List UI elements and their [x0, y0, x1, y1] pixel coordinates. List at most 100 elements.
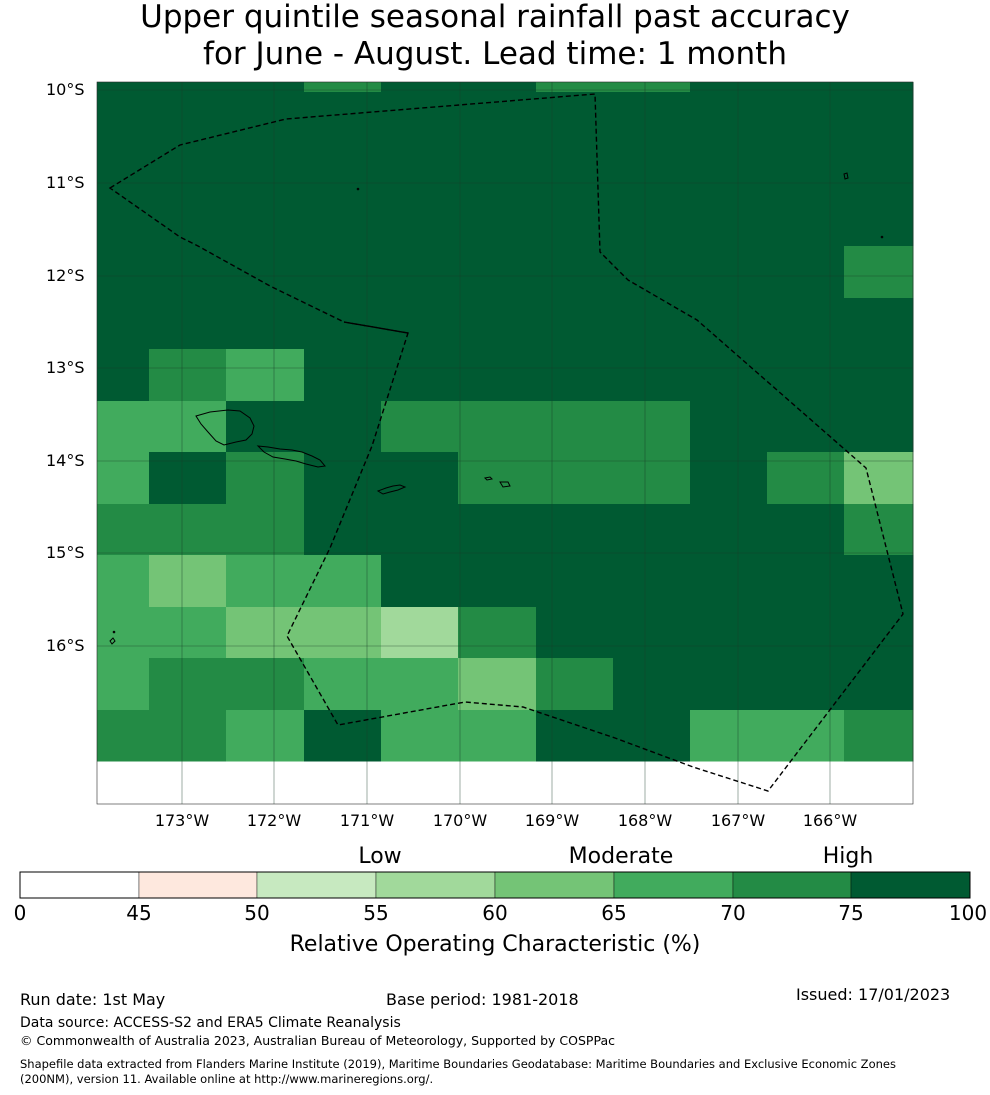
longitude-label-169w: 169°W	[524, 811, 580, 830]
copyright-notice: © Commonwealth of Australia 2023, Austra…	[20, 1033, 615, 1048]
roc-grid-cell	[458, 144, 537, 247]
roc-grid-cell	[613, 658, 691, 711]
colorbar-category-high: High	[822, 844, 874, 869]
base-period: Base period: 1981-2018	[386, 990, 579, 1009]
roc-grid-cell	[536, 658, 614, 711]
colorbar-segment	[850, 871, 971, 899]
roc-grid-cell	[613, 298, 691, 350]
roc-grid-cell	[458, 607, 537, 659]
roc-grid-cell	[458, 349, 537, 402]
roc-grid-cell	[536, 452, 614, 505]
roc-grid-cell	[536, 607, 614, 659]
roc-grid-cell	[458, 92, 537, 145]
roc-grid-cell	[458, 658, 537, 711]
colorbar-category-moderate: Moderate	[568, 844, 674, 869]
roc-grid-cell	[844, 710, 914, 762]
roc-grid-cell	[536, 298, 614, 350]
roc-grid-cell	[226, 452, 305, 505]
roc-grid-cell	[690, 504, 768, 556]
roc-grid-cell	[536, 555, 614, 608]
roc-grid-cell	[226, 710, 305, 762]
roc-grid-cell	[304, 452, 382, 505]
issued-date: Issued: 17/01/2023	[796, 985, 951, 1004]
roc-grid-cell	[381, 298, 459, 350]
island-upolu-outline	[256, 445, 326, 468]
roc-grid-cell	[226, 504, 305, 556]
roc-grid-cell	[226, 298, 305, 350]
roc-grid-cell	[304, 82, 382, 93]
roc-grid-cell	[536, 401, 614, 453]
land-outlines	[109, 172, 884, 645]
roc-grid-cell	[536, 144, 614, 247]
roc-grid-cell	[149, 82, 227, 93]
roc-grid-cell	[304, 555, 382, 608]
roc-grid-cell	[381, 658, 459, 711]
longitude-label-166w: 166°W	[802, 811, 858, 830]
american-samoa-eez-boundary	[343, 321, 409, 334]
island-swains-outline	[843, 172, 849, 180]
roc-grid-cell	[613, 555, 691, 608]
latitude-label-13s: 13°S	[46, 358, 85, 377]
roc-grid-cell	[149, 452, 227, 505]
colorbar-tick-75: 75	[838, 901, 864, 925]
colorbar-segments	[19, 871, 971, 899]
roc-grid-cell	[690, 144, 768, 247]
roc-grid-cell	[690, 349, 768, 402]
roc-grid-cell	[97, 92, 150, 145]
colorbar-frame	[19, 871, 971, 899]
roc-grid-cell	[767, 607, 845, 659]
island-tutuila-outline	[376, 484, 407, 495]
roc-grid-cell	[97, 298, 150, 350]
roc-grid-cell	[536, 504, 614, 556]
roc-grid-cell	[613, 710, 691, 762]
roc-grid-cell	[304, 401, 382, 453]
roc-grid-cell	[536, 82, 614, 93]
island-savaii-outline	[195, 409, 255, 446]
roc-grid-cell	[226, 401, 305, 453]
roc-grid-cell	[381, 452, 459, 505]
data-source: Data source: ACCESS-S2 and ERA5 Climate …	[20, 1015, 401, 1031]
roc-grid-cell	[767, 401, 845, 453]
roc-grid-cell	[381, 504, 459, 556]
colorbar-segment	[256, 871, 377, 899]
map-title-line-1: Upper quintile seasonal rainfall past ac…	[140, 0, 850, 35]
roc-grid-cell	[149, 246, 227, 299]
roc-grid-cell	[381, 349, 459, 402]
colorbar-tick-50: 50	[244, 901, 270, 925]
roc-grid-cell	[690, 401, 768, 453]
roc-grid-cell	[767, 82, 845, 93]
roc-grid-cell	[97, 504, 150, 556]
roc-grid-cell	[304, 92, 382, 145]
colorbar-tick-45: 45	[126, 901, 152, 925]
roc-grid-cell	[226, 349, 305, 402]
roc-grid-cell	[149, 298, 227, 350]
roc-grid-cell	[149, 710, 227, 762]
colorbar-tick-0: 0	[13, 901, 27, 925]
roc-grid-cell	[304, 349, 382, 402]
roc-grid-cell	[97, 555, 150, 608]
island-ofu-outline	[483, 476, 494, 481]
roc-grid-cell	[536, 349, 614, 402]
roc-grid-cell	[458, 452, 537, 505]
roc-grid-cells	[97, 82, 914, 762]
colorbar-segment	[613, 871, 734, 899]
roc-grid-cell	[690, 92, 768, 145]
roc-grid-cell	[381, 607, 459, 659]
roc-grid-cell	[458, 504, 537, 556]
roc-grid-cell	[381, 401, 459, 453]
colorbar-tick-65: 65	[601, 901, 627, 925]
roc-grid-cell	[226, 607, 305, 659]
latitude-label-16s: 16°S	[46, 636, 85, 655]
roc-grid-cell	[381, 555, 459, 608]
roc-grid-cell	[149, 144, 227, 247]
roc-grid-cell	[149, 349, 227, 402]
roc-grid-cell	[97, 401, 150, 453]
colorbar-segment	[19, 871, 140, 899]
roc-grid-cell	[613, 607, 691, 659]
islet-marker-1	[356, 187, 360, 191]
roc-grid-cell	[97, 710, 150, 762]
longitude-label-173w: 173°W	[154, 811, 210, 830]
roc-grid-cell	[226, 144, 305, 247]
shapefile-credit-line-2: (200NM), version 11. Available online at…	[20, 1072, 434, 1086]
roc-grid-cell	[613, 82, 691, 93]
